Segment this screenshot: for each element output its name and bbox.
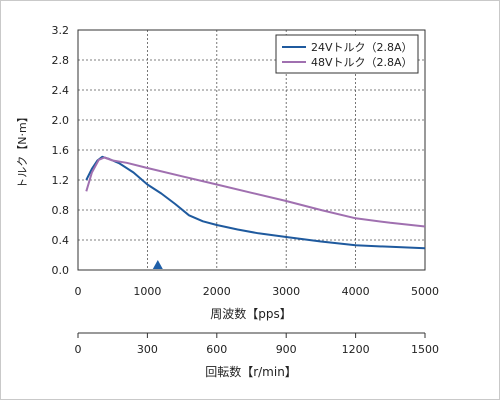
x-tick-labels: 0 1000 2000 3000 4000 5000 bbox=[75, 285, 440, 298]
y-tick-label: 0.8 bbox=[52, 204, 70, 217]
plot-border bbox=[77, 29, 426, 271]
secondary-tick-label: 300 bbox=[137, 343, 158, 356]
x-tick-label: 1000 bbox=[133, 285, 161, 298]
secondary-tick-label: 900 bbox=[276, 343, 297, 356]
secondary-axis-label: 回転数【r/min】 bbox=[205, 364, 297, 379]
secondary-tick-label: 1500 bbox=[411, 343, 439, 356]
y-tick-label: 1.2 bbox=[52, 174, 70, 187]
secondary-tick-label: 600 bbox=[206, 343, 227, 356]
legend-label-1: 24Vトルク（2.8A） bbox=[311, 41, 413, 54]
y-tick-label: 0.4 bbox=[52, 234, 70, 247]
marker-group bbox=[152, 260, 163, 269]
legend-box bbox=[275, 34, 419, 74]
x-tick-label: 0 bbox=[75, 285, 82, 298]
y-tick-labels: 0.0 0.4 0.8 1.2 1.6 2.0 2.4 2.8 3.2 bbox=[52, 24, 70, 277]
y-axis-label: トルク【N·m】 bbox=[16, 111, 29, 188]
marker-triangle bbox=[152, 260, 163, 269]
y-tick-label: 1.6 bbox=[52, 144, 70, 157]
series-line-2 bbox=[85, 156, 426, 228]
legend: 24Vトルク（2.8A） 48Vトルク（2.8A） bbox=[275, 34, 419, 74]
x-tick-label: 5000 bbox=[411, 285, 439, 298]
x-tick-label: 3000 bbox=[272, 285, 300, 298]
x-tick-label: 4000 bbox=[342, 285, 370, 298]
series-group bbox=[85, 155, 426, 250]
secondary-tick-label: 0 bbox=[75, 343, 82, 356]
series-line-1 bbox=[85, 155, 426, 250]
secondary-tick-label: 1200 bbox=[342, 343, 370, 356]
legend-label-2: 48Vトルク（2.8A） bbox=[311, 56, 413, 69]
y-tick-label: 3.2 bbox=[52, 24, 70, 37]
y-tick-label: 2.8 bbox=[52, 54, 70, 67]
secondary-axis: 0 300 600 900 1200 1500 bbox=[75, 332, 439, 356]
y-tick-label: 2.4 bbox=[52, 84, 70, 97]
x-tick-label: 2000 bbox=[203, 285, 231, 298]
y-tick-label: 0.0 bbox=[52, 264, 70, 277]
y-tick-label: 2.0 bbox=[52, 114, 70, 127]
x-axis-label: 周波数【pps】 bbox=[210, 306, 292, 321]
